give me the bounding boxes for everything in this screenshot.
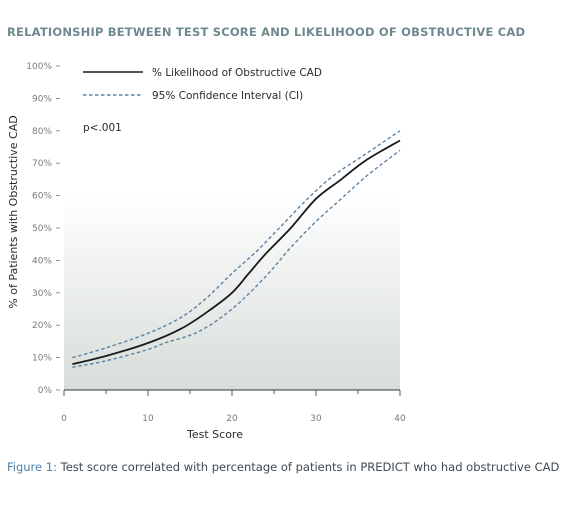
x-tick-label: 0 [61, 414, 67, 424]
figure-caption: Figure 1: Test score correlated with per… [7, 460, 559, 474]
y-axis-label: % of Patients with Obstructive CAD [7, 115, 20, 308]
y-axis: 0% 10% 20% 30% 40% 50% 60% 70% 80% 90% 100% [26, 62, 60, 396]
legend-label: % Likelihood of Obstructive CAD [152, 67, 322, 79]
x-tick-label: 30 [310, 414, 322, 424]
y-tick-label: 10% [32, 354, 52, 364]
y-tick-label: 20% [32, 321, 52, 331]
series-lines [72, 130, 401, 368]
ci-upper-line [72, 130, 401, 359]
caption-text: Test score correlated with percentage of… [60, 460, 560, 474]
x-tick-label: 20 [226, 414, 238, 424]
likelihood-line [72, 139, 401, 365]
p-value-annotation: p<.001 [83, 122, 122, 134]
legend: % Likelihood of Obstructive CAD 95% Confi… [83, 67, 322, 102]
y-tick-label: 50% [32, 224, 52, 234]
y-tick-label: 100% [26, 62, 52, 72]
chart-title: RELATIONSHIP BETWEEN TEST SCORE AND LIKE… [7, 25, 526, 39]
y-tick-label: 90% [32, 94, 52, 104]
y-tick-label: 80% [32, 127, 52, 137]
y-tick-label: 0% [38, 386, 53, 396]
x-axis: 0 10 20 30 40 [61, 389, 406, 424]
y-tick-label: 70% [32, 159, 52, 169]
x-axis-label: Test Score [186, 428, 243, 441]
y-tick-label: 40% [32, 256, 52, 266]
x-tick-label: 10 [142, 414, 154, 424]
y-tick-label: 30% [32, 289, 52, 299]
y-tick-label: 60% [32, 192, 52, 202]
caption-label: Figure 1: [7, 460, 57, 474]
legend-label: 95% Confidence Interval (CI) [152, 90, 303, 102]
x-tick-label: 40 [394, 414, 406, 424]
ci-lower-line [72, 149, 401, 368]
